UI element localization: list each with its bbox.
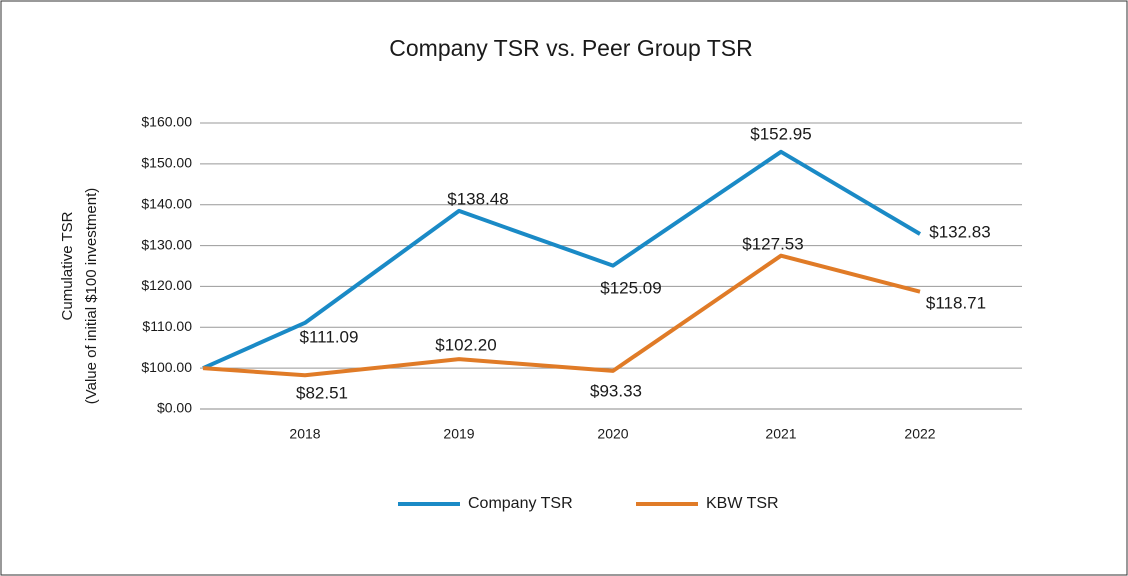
chart-title: Company TSR vs. Peer Group TSR xyxy=(389,35,752,61)
series-line xyxy=(202,253,921,378)
x-tick-label: 2020 xyxy=(597,426,628,442)
legend-label: KBW TSR xyxy=(706,495,779,512)
x-tick-label: 2022 xyxy=(904,426,935,442)
y-tick-label: $100.00 xyxy=(141,359,192,375)
y-tick-label: $110.00 xyxy=(142,318,192,334)
data-label: $102.20 xyxy=(435,335,496,354)
y-tick-label: $0.00 xyxy=(157,400,192,416)
data-label: $132.83 xyxy=(929,222,990,241)
data-label: $127.53 xyxy=(742,234,803,253)
y-tick-label: $140.00 xyxy=(141,195,192,211)
y-tick-label: $120.00 xyxy=(141,277,192,293)
y-tick-label: $130.00 xyxy=(141,236,192,252)
data-label: $118.71 xyxy=(926,293,986,312)
data-label: $152.95 xyxy=(750,124,811,143)
y-axis-label: (Value of initial $100 investment) xyxy=(83,188,100,405)
data-label: $93.33 xyxy=(590,381,642,400)
y-axis-label: Cumulative TSR xyxy=(59,211,76,320)
x-tick-label: 2018 xyxy=(289,426,320,442)
x-tick-label: 2019 xyxy=(443,426,474,442)
data-label: $125.09 xyxy=(600,278,661,297)
data-label: $138.48 xyxy=(447,189,508,208)
x-tick-label: 2021 xyxy=(765,426,796,442)
data-label: $82.51 xyxy=(296,383,348,402)
series-line xyxy=(202,149,922,370)
legend-label: Company TSR xyxy=(468,495,573,512)
data-label: $111.09 xyxy=(300,327,359,346)
y-tick-label: $150.00 xyxy=(141,155,192,171)
y-tick-label: $160.00 xyxy=(141,114,192,130)
